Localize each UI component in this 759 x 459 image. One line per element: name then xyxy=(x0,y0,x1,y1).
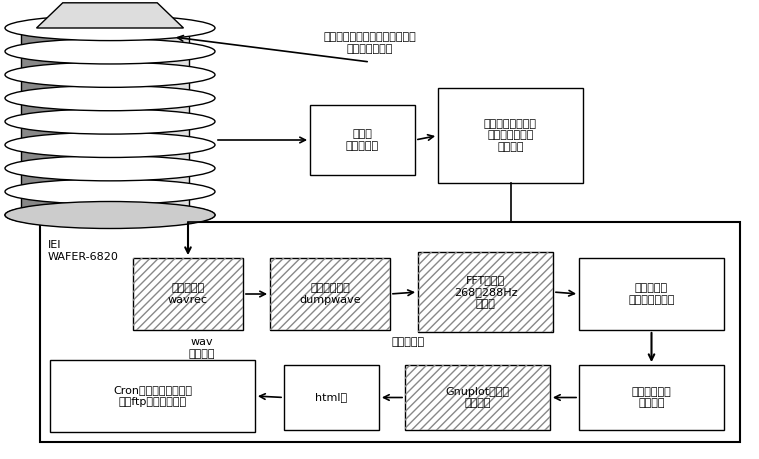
Ellipse shape xyxy=(5,179,215,204)
Text: データベース
書き込み: データベース 書き込み xyxy=(631,386,672,409)
Text: html化: html化 xyxy=(316,392,348,403)
Ellipse shape xyxy=(5,39,215,64)
Bar xyxy=(405,365,550,430)
Ellipse shape xyxy=(5,16,215,40)
Ellipse shape xyxy=(5,62,215,87)
Text: 直下型
差動アンプ: 直下型 差動アンプ xyxy=(346,129,379,151)
Bar xyxy=(579,258,724,330)
Bar xyxy=(133,258,243,330)
Ellipse shape xyxy=(5,85,215,111)
Text: データ集計
平均値等の計算: データ集計 平均値等の計算 xyxy=(628,283,675,305)
Text: Cronにより６時間毎に
自動ftpアップロード: Cronにより６時間毎に 自動ftpアップロード xyxy=(113,385,192,407)
Ellipse shape xyxy=(5,109,215,134)
Text: 数値化ソフト
dumpwave: 数値化ソフト dumpwave xyxy=(299,283,361,305)
Bar xyxy=(20,28,110,215)
Ellipse shape xyxy=(5,202,215,228)
Bar xyxy=(99,28,126,215)
Bar xyxy=(405,365,550,430)
Bar xyxy=(40,222,740,442)
Text: 録音ソフト
wavrec: 録音ソフト wavrec xyxy=(168,283,208,305)
Bar xyxy=(438,88,583,183)
Text: インダクタ負荷に
よるアクティブ
フィルタ: インダクタ負荷に よるアクティブ フィルタ xyxy=(484,119,537,152)
Bar xyxy=(133,258,243,330)
Bar xyxy=(270,258,390,330)
Bar xyxy=(284,365,379,430)
Ellipse shape xyxy=(5,202,215,229)
Text: FFTにより
268～288Hz
を分離: FFTにより 268～288Hz を分離 xyxy=(454,275,517,308)
Ellipse shape xyxy=(5,156,215,181)
Bar xyxy=(418,252,553,332)
Bar xyxy=(78,28,141,215)
Bar xyxy=(270,258,390,330)
Bar xyxy=(110,28,189,215)
Bar xyxy=(50,360,255,432)
Bar xyxy=(579,365,724,430)
Bar xyxy=(310,105,415,175)
Text: 自宅の外周を８ターンしている
ループアンテナ: 自宅の外周を８ターンしている ループアンテナ xyxy=(323,32,417,54)
Text: IEI
WAFER-6820: IEI WAFER-6820 xyxy=(48,240,119,262)
Polygon shape xyxy=(36,3,184,28)
Text: wav
ファイル: wav ファイル xyxy=(189,337,216,358)
Text: 数値データ: 数値データ xyxy=(392,337,424,347)
Text: Gnuplotによる
グラフ化: Gnuplotによる グラフ化 xyxy=(446,386,509,409)
Ellipse shape xyxy=(5,132,215,157)
Bar xyxy=(418,252,553,332)
